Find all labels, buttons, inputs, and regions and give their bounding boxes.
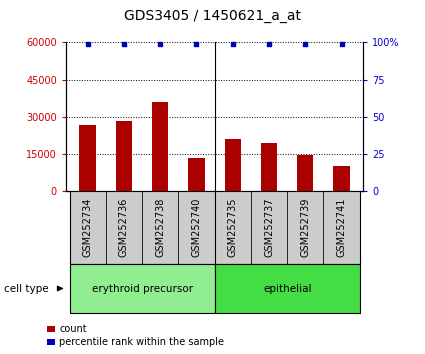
Text: GSM252739: GSM252739	[300, 198, 310, 257]
Bar	[297, 155, 314, 191]
Point	[84, 41, 91, 47]
Point	[266, 41, 272, 47]
Point	[302, 41, 309, 47]
Point	[193, 41, 200, 47]
Text: GSM252734: GSM252734	[82, 198, 93, 257]
Text: GSM252740: GSM252740	[192, 198, 201, 257]
Bar	[261, 143, 277, 191]
Text: GSM252736: GSM252736	[119, 198, 129, 257]
Bar	[323, 191, 360, 264]
Bar	[106, 191, 142, 264]
Bar	[215, 191, 251, 264]
Legend: count, percentile rank within the sample: count, percentile rank within the sample	[47, 325, 224, 347]
Bar	[224, 139, 241, 191]
Bar	[70, 264, 215, 313]
Text: erythroid precursor: erythroid precursor	[91, 284, 193, 293]
Text: GDS3405 / 1450621_a_at: GDS3405 / 1450621_a_at	[124, 9, 301, 23]
Text: epithelial: epithelial	[263, 284, 312, 293]
Bar	[142, 191, 178, 264]
Bar	[116, 120, 132, 191]
Bar	[215, 264, 360, 313]
Bar	[334, 166, 350, 191]
Text: GSM252741: GSM252741	[337, 198, 347, 257]
Text: GSM252738: GSM252738	[155, 198, 165, 257]
Bar	[70, 191, 106, 264]
Bar	[188, 158, 205, 191]
Bar	[287, 191, 323, 264]
Point	[121, 41, 128, 47]
Text: cell type: cell type	[4, 284, 49, 293]
Text: GSM252735: GSM252735	[228, 198, 238, 257]
Point	[230, 41, 236, 47]
Bar	[79, 126, 96, 191]
Point	[338, 41, 345, 47]
Text: GSM252737: GSM252737	[264, 198, 274, 257]
Bar	[251, 191, 287, 264]
Point	[157, 41, 164, 47]
Bar	[178, 191, 215, 264]
Bar	[152, 102, 168, 191]
